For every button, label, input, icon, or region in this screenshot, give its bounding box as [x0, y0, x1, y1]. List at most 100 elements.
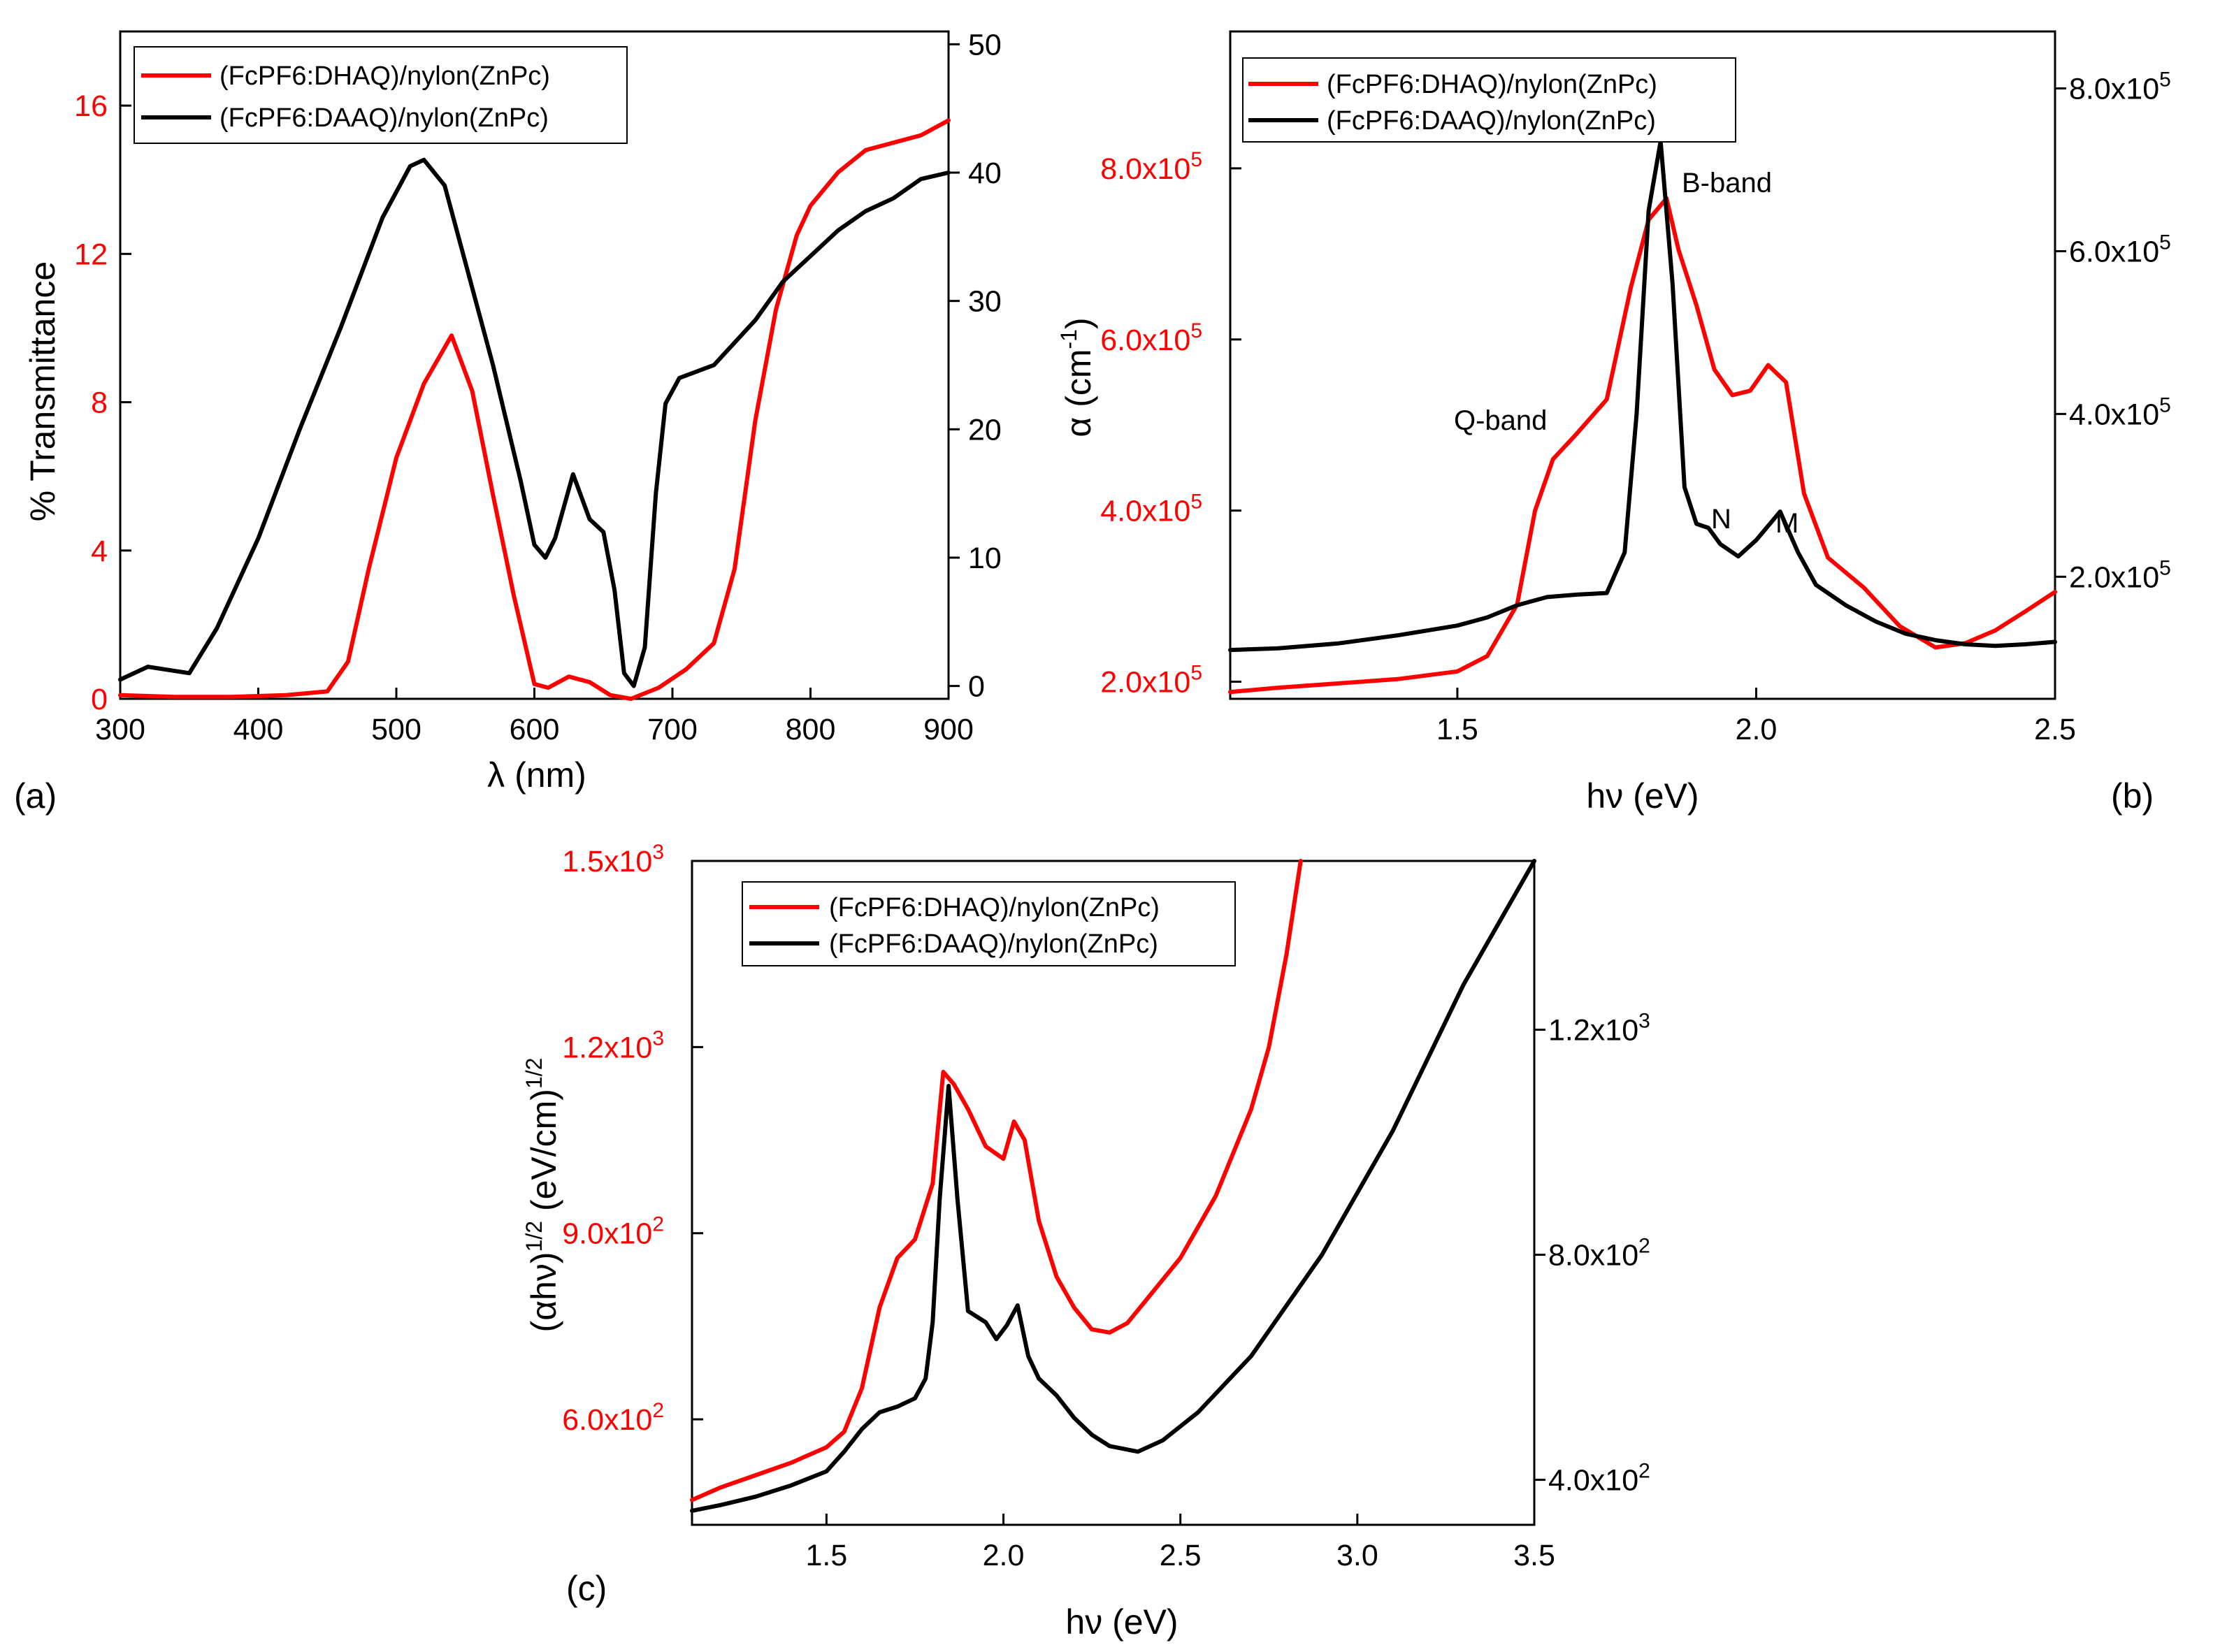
y-axis-title-c: (αhν)1/2 (eV/cm)1/2 [521, 1058, 563, 1333]
y-left-tick-label-exponent: 5 [1190, 319, 1202, 342]
y-axis-title-b-end: ) [1059, 317, 1098, 329]
y-left-tick-label: 8.0x105 [1100, 148, 1202, 186]
series-line-dhaq-a [118, 118, 951, 701]
legend-label-daaq-a: (FcPF6:DAAQ)/nylon(ZnPc) [219, 103, 549, 133]
x-axis-title-a: λ (nm) [487, 755, 586, 795]
y-left-tick-label-mantissa: 4.0x10 [1100, 495, 1190, 528]
y-right-tick-label-mantissa: 8.0x10 [2069, 73, 2159, 106]
x-tick-label: 2.5 [1160, 1539, 1202, 1572]
y-left-tick-label-mantissa: 6.0x10 [562, 1403, 652, 1437]
y-right-tick-label-mantissa: 6.0x10 [2069, 235, 2159, 268]
y-right-tick-label: 4.0x102 [1548, 1460, 1650, 1498]
y-right-tick-label: 8.0x102 [1548, 1235, 1650, 1273]
y-right-tick-label: 50 [968, 28, 1002, 61]
y-axis-title-c-main: (αhν) [524, 1252, 563, 1332]
y-left-tick-label: 16 [74, 89, 108, 123]
y-left-tick-label: 4 [91, 535, 108, 568]
y-right-tick-label-mantissa: 1.2x10 [1548, 1014, 1638, 1048]
x-tick-label: 800 [786, 713, 836, 746]
y-right-tick-label: 1.2x103 [1548, 1010, 1650, 1048]
y-left-tick-label-exponent: 2 [652, 1213, 664, 1236]
y-left-tick-label-exponent: 3 [652, 841, 664, 864]
plot-area-a [118, 118, 951, 701]
legend-box-c [742, 881, 1236, 966]
legend-c: (FcPF6:DHAQ)/nylon(ZnPc) (FcPF6:DAAQ)/ny… [742, 881, 1236, 966]
y-axis-title-c-mid: (eV/cm) [524, 1089, 563, 1221]
plot-area-c [690, 859, 1536, 1513]
series-line-dhaq-b [1228, 196, 2057, 695]
legend-label-dhaq-c: (FcPF6:DHAQ)/nylon(ZnPc) [829, 893, 1160, 922]
y-right-tick-label: 20 [968, 413, 1002, 447]
legend-a: (FcPF6:DHAQ)/nylon(ZnPc) (FcPF6:DAAQ)/ny… [134, 46, 628, 144]
legend-label-daaq-b: (FcPF6:DAAQ)/nylon(ZnPc) [1327, 106, 1656, 136]
series-line-daaq-b [1228, 139, 2057, 653]
x-tick-label: 2.0 [983, 1539, 1025, 1572]
y-left-tick-label: 12 [74, 238, 108, 271]
y-axis-left-a: 0 4 8 12 16 [74, 89, 131, 716]
y-axis-title-b-sup: -1 [1056, 329, 1081, 349]
legend-label-dhaq-a: (FcPF6:DHAQ)/nylon(ZnPc) [219, 61, 550, 91]
x-axis-a: 300 400 500 600 700 800 900 [95, 688, 974, 746]
y-left-tick-label-mantissa: 2.0x10 [1100, 666, 1190, 700]
y-right-tick-label: 8.0x105 [2069, 68, 2171, 106]
x-axis-b: 1.5 2.0 2.5 [1436, 688, 2076, 746]
y-right-tick-label-exponent: 2 [1638, 1235, 1650, 1258]
x-axis-title-b: hν (eV) [1586, 776, 1699, 816]
x-tick-label: 400 [233, 713, 284, 746]
y-right-tick-label: 6.0x105 [2069, 231, 2171, 268]
panel-label-b: (b) [2111, 776, 2154, 816]
y-left-tick-label-mantissa: 6.0x10 [1100, 324, 1190, 357]
panel-label-a: (a) [14, 776, 57, 816]
y-left-tick-label-exponent: 3 [652, 1027, 664, 1050]
y-right-tick-label-exponent: 5 [2159, 68, 2171, 92]
series-line-daaq-c [690, 859, 1536, 1513]
y-right-tick-label-mantissa: 4.0x10 [2069, 398, 2159, 431]
y-right-tick-label-exponent: 5 [2159, 556, 2171, 579]
y-right-tick-label-exponent: 5 [2159, 231, 2171, 254]
y-left-tick-label: 1.5x103 [562, 841, 664, 878]
y-right-tick-label-exponent: 5 [2159, 393, 2171, 416]
annotation-q-band: Q-band [1454, 405, 1547, 436]
y-axis-title-c-sup2: 1/2 [521, 1058, 547, 1089]
annotation-m: M [1775, 508, 1799, 539]
y-left-tick-label: 9.0x102 [562, 1213, 664, 1251]
y-right-tick-label: 10 [968, 542, 1002, 575]
x-tick-label: 300 [95, 713, 145, 746]
y-left-tick-label-mantissa: 1.5x10 [562, 845, 652, 878]
legend-label-daaq-c: (FcPF6:DAAQ)/nylon(ZnPc) [829, 929, 1158, 959]
series-line-dhaq-c [690, 859, 1303, 1502]
legend-box-a [134, 46, 628, 144]
y-left-tick-label-mantissa: 1.2x10 [562, 1031, 652, 1064]
y-left-tick-label: 1.2x103 [562, 1027, 664, 1064]
legend-box-b [1242, 57, 1736, 143]
y-left-tick-label: 4.0x105 [1100, 491, 1202, 528]
y-right-tick-label-mantissa: 4.0x10 [1548, 1464, 1638, 1498]
panel-label-c: (c) [566, 1569, 607, 1608]
plot-frame-b [1229, 30, 2056, 700]
y-axis-title-b-main: α (cm [1059, 349, 1098, 437]
y-axis-title-c-sup1: 1/2 [521, 1221, 547, 1252]
x-tick-label: 1.5 [806, 1539, 848, 1572]
y-left-tick-label-mantissa: 9.0x10 [562, 1217, 652, 1251]
y-right-tick-label: 0 [968, 670, 985, 704]
y-right-tick-label: 40 [968, 157, 1002, 190]
y-right-tick-label-mantissa: 8.0x10 [1548, 1239, 1638, 1273]
y-left-tick-label: 8 [91, 386, 108, 420]
x-tick-label: 2.0 [1736, 713, 1778, 746]
legend-b: (FcPF6:DHAQ)/nylon(ZnPc) (FcPF6:DAAQ)/ny… [1242, 57, 1736, 143]
x-tick-label: 600 [510, 713, 560, 746]
y-right-tick-label-mantissa: 2.0x10 [2069, 560, 2159, 594]
y-right-tick-label: 30 [968, 285, 1002, 319]
y-left-tick-label-exponent: 2 [652, 1399, 664, 1422]
y-left-tick-label-exponent: 5 [1190, 148, 1202, 171]
y-left-tick-label-exponent: 5 [1190, 662, 1202, 685]
plot-frame-c [691, 860, 1536, 1526]
y-right-tick-label-exponent: 3 [1638, 1010, 1650, 1033]
x-tick-label: 3.0 [1336, 1539, 1378, 1572]
series-line-daaq-a [118, 157, 951, 688]
y-left-tick-label: 0 [91, 683, 108, 716]
